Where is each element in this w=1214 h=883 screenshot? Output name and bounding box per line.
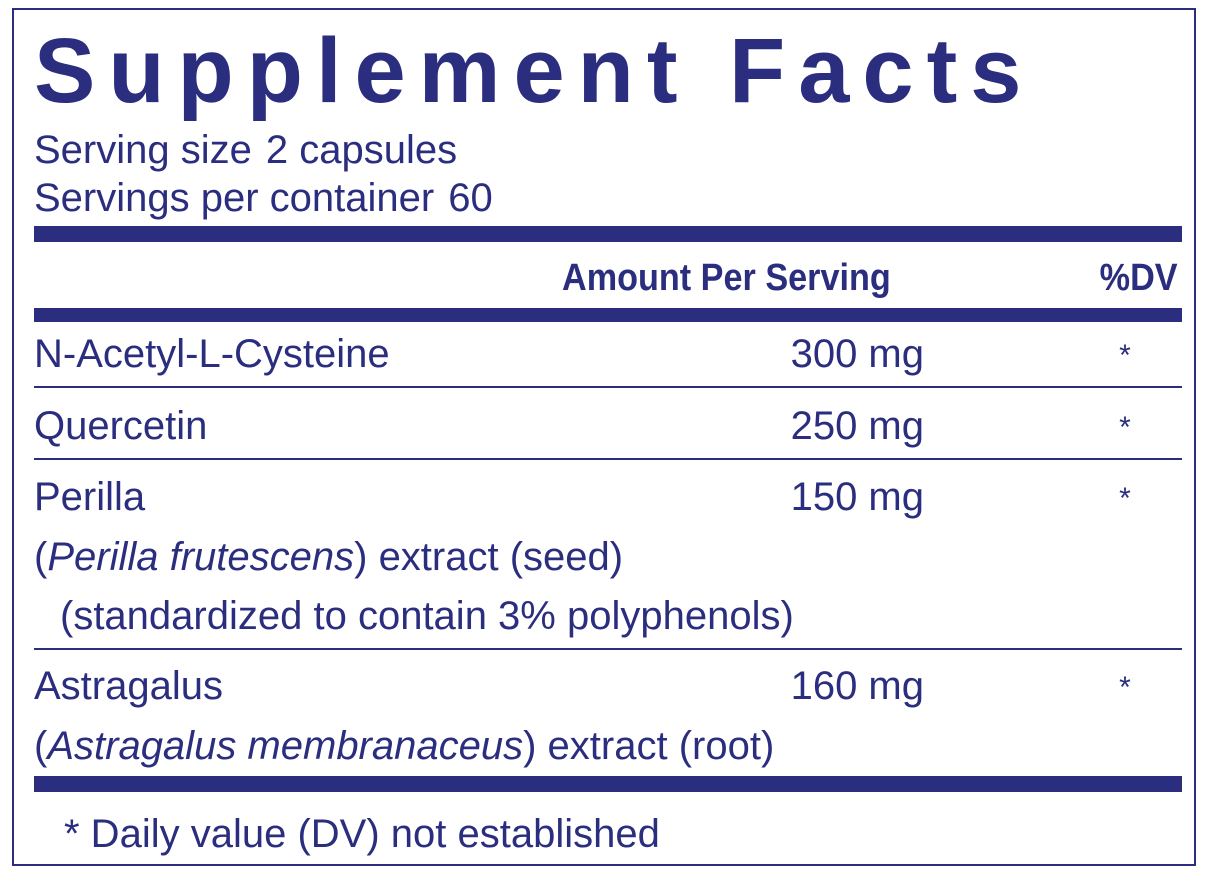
ingredient-dv: * bbox=[1119, 339, 1131, 372]
ingredient-latin-name: Perilla frutescens bbox=[47, 535, 355, 579]
amount-per-serving-header: Amount Per Serving bbox=[562, 257, 891, 299]
ingredient-amount: 300 mg bbox=[790, 332, 924, 376]
thick-divider-bottom bbox=[34, 776, 1182, 792]
serving-size-line: Serving size 2 capsules bbox=[34, 126, 457, 174]
ingredient-extract: extract (seed) bbox=[378, 535, 624, 579]
row-divider bbox=[34, 458, 1182, 460]
ingredient-name: Perilla bbox=[34, 475, 146, 519]
ingredient-extract: extract (root) bbox=[547, 724, 775, 768]
servings-per-container-line: Servings per container 60 bbox=[34, 174, 493, 222]
thick-divider-top bbox=[34, 226, 1182, 242]
ingredient-name: Astragalus bbox=[34, 664, 223, 708]
ingredient-dv: * bbox=[1119, 671, 1131, 704]
ingredient-amount: 160 mg bbox=[790, 664, 924, 708]
row-divider bbox=[34, 648, 1182, 650]
ingredient-name: N-Acetyl-L-Cysteine bbox=[34, 332, 390, 376]
ingredient-dv: * bbox=[1119, 482, 1131, 515]
ingredient-standardization-note: (standardized to contain 3% polyphenols) bbox=[60, 594, 794, 638]
ingredient-dv: * bbox=[1119, 411, 1131, 444]
ingredient-source: (Perilla frutescens) extract (seed) bbox=[34, 535, 624, 579]
ingredient-latin-name: Astragalus membranaceus bbox=[47, 724, 524, 768]
thick-divider-header bbox=[34, 308, 1182, 322]
ingredient-name: Quercetin bbox=[34, 404, 208, 448]
serving-size-label: Serving size bbox=[34, 128, 252, 172]
dv-header: %DV bbox=[1100, 257, 1178, 299]
ingredient-amount: 250 mg bbox=[790, 404, 924, 448]
serving-size-value: 2 capsules bbox=[265, 128, 458, 172]
row-divider bbox=[34, 386, 1182, 388]
servings-per-container-value: 60 bbox=[448, 176, 493, 220]
panel-title: Supplement Facts bbox=[34, 20, 1035, 122]
servings-per-container-label: Servings per container bbox=[34, 176, 435, 220]
dv-footnote: * Daily value (DV) not established bbox=[64, 812, 660, 856]
ingredient-amount: 150 mg bbox=[790, 475, 924, 519]
supplement-facts-panel: Supplement Facts Serving size 2 capsules … bbox=[12, 8, 1196, 866]
ingredient-source: (Astragalus membranaceus) extract (root) bbox=[34, 724, 775, 768]
